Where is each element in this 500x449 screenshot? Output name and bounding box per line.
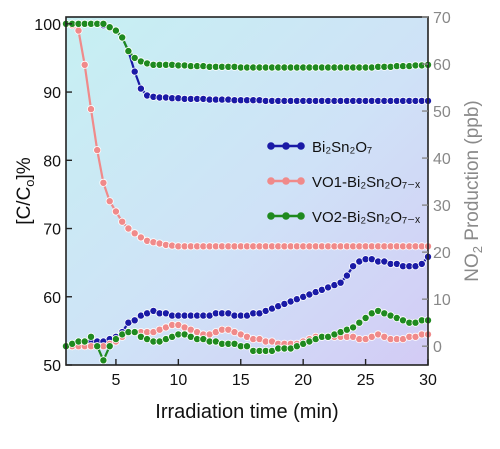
data-point (105, 342, 114, 351)
y-left-ticks: 50 60 70 80 90 100 (34, 17, 72, 375)
legend: Bi₂Sn₂O₇ VO1-Bi₂Sn₂O₇₋ₓ VO2-Bi₂Sn₂O₇₋ₓ (267, 139, 420, 226)
legend-label-2: VO2-Bi₂Sn₂O₇₋ₓ (312, 209, 420, 226)
data-point (349, 262, 358, 271)
x-ticks: 5 10 15 20 25 30 (111, 359, 437, 389)
y-right-tick-label: 10 (433, 292, 451, 309)
series-points (62, 19, 432, 365)
legend-marker (297, 142, 305, 150)
data-point (242, 342, 251, 351)
data-point (136, 84, 145, 93)
y-right-tick-label: 60 (433, 57, 451, 74)
y-left-tick-label: 60 (43, 290, 61, 307)
y-left-tick-label: 80 (43, 153, 61, 170)
data-point (99, 178, 108, 187)
data-point (130, 316, 139, 325)
data-point (118, 217, 127, 226)
data-point (124, 224, 133, 233)
data-point (99, 356, 108, 365)
y-right-tick-label: 20 (433, 245, 451, 262)
data-point (355, 318, 364, 327)
plot-frame (65, 16, 429, 366)
data-point (74, 26, 83, 35)
data-point (130, 229, 139, 238)
y-left-tick-label: 100 (34, 17, 61, 34)
x-tick-label: 5 (111, 372, 120, 389)
data-point (342, 271, 351, 280)
data-point (336, 278, 345, 287)
data-point (130, 67, 139, 76)
y-right-tick-label: 30 (433, 198, 451, 215)
y-left-tick-label: 90 (43, 85, 61, 102)
x-tick-label: 10 (169, 372, 187, 389)
data-point (93, 146, 102, 155)
x-tick-label: 20 (294, 372, 312, 389)
data-point (111, 335, 120, 344)
x-tick-label: 15 (232, 372, 250, 389)
data-point (361, 313, 370, 322)
x-axis-label: Irradiation time (min) (155, 401, 338, 423)
data-point (87, 332, 96, 341)
data-point (130, 328, 139, 337)
legend-marker (282, 177, 290, 185)
x-tick-label: 30 (419, 372, 437, 389)
data-point (349, 323, 358, 332)
data-point (111, 26, 120, 35)
y-right-tick-label: 50 (433, 104, 451, 121)
y-right-ticks: 0 10 20 30 40 50 60 70 (422, 10, 451, 356)
y-left-axis-label: [C/Co]% (14, 157, 37, 225)
x-tick-label: 25 (357, 372, 375, 389)
y-left-tick-label: 50 (43, 358, 61, 375)
data-point (93, 342, 102, 351)
legend-marker (267, 177, 275, 185)
data-point (136, 233, 145, 242)
data-point (124, 47, 133, 56)
data-point (118, 33, 127, 42)
legend-marker (297, 177, 305, 185)
y-right-axis-label: NO2 Production (ppb) (462, 100, 485, 281)
legend-marker (282, 212, 290, 220)
y-right-tick-label: 0 (433, 339, 442, 356)
data-point (111, 207, 120, 216)
data-point (87, 105, 96, 114)
data-point (99, 19, 108, 28)
data-point (417, 259, 426, 268)
data-point (80, 60, 89, 69)
legend-label-0: Bi₂Sn₂O₇ (312, 139, 372, 156)
plot-background (66, 17, 428, 365)
y-right-tick-label: 40 (433, 151, 451, 168)
data-point (105, 23, 114, 32)
y-left-tick-label: 70 (43, 222, 61, 239)
legend-label-1: VO1-Bi₂Sn₂O₇₋ₓ (312, 174, 420, 191)
legend-marker (267, 142, 275, 150)
data-point (80, 337, 89, 346)
legend-marker (267, 212, 275, 220)
legend-marker (297, 212, 305, 220)
y-right-tick-label: 70 (433, 10, 451, 27)
data-point (105, 197, 114, 206)
data-point (130, 53, 139, 62)
legend-marker (282, 142, 290, 150)
